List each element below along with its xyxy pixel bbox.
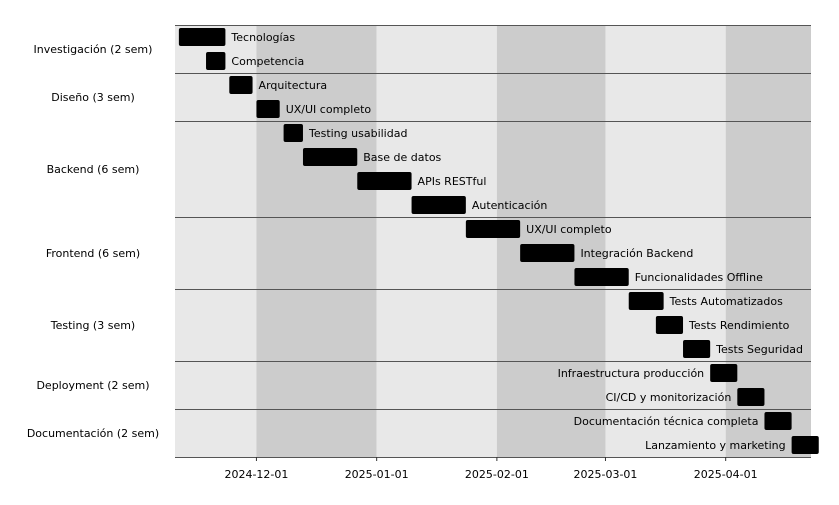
task-bar bbox=[791, 436, 819, 454]
phase-label: Deployment (2 sem) bbox=[36, 379, 149, 392]
phase-label: Testing (3 sem) bbox=[50, 319, 135, 332]
month-bands bbox=[175, 25, 811, 457]
phase-label: Frontend (6 sem) bbox=[46, 247, 140, 260]
task-label: Competencia bbox=[231, 55, 304, 68]
task-label: Tests Seguridad bbox=[715, 343, 803, 356]
task-label: Base de datos bbox=[363, 151, 441, 164]
task-label: UX/UI completo bbox=[526, 223, 612, 236]
task-bars bbox=[178, 28, 819, 454]
month-band bbox=[256, 25, 377, 457]
month-band bbox=[175, 25, 257, 457]
task-bar bbox=[737, 388, 765, 406]
phase-label: Documentación (2 sem) bbox=[27, 427, 159, 440]
month-band bbox=[376, 25, 497, 457]
task-label: Infraestructura producción bbox=[558, 367, 705, 380]
task-bar bbox=[206, 52, 226, 70]
month-band bbox=[496, 25, 606, 457]
x-axis: 2024-12-01 2025-01-01 2025-02-01 2025-03-01… bbox=[224, 457, 758, 481]
task-label: Documentación técnica completa bbox=[574, 415, 759, 428]
task-label: CI/CD y monitorización bbox=[606, 391, 732, 404]
task-bar bbox=[710, 364, 738, 382]
task-bar bbox=[764, 412, 792, 430]
task-bar bbox=[628, 292, 664, 310]
x-tick-label: 2025-04-01 bbox=[694, 468, 758, 481]
task-bar bbox=[357, 172, 412, 190]
x-tick-label: 2025-01-01 bbox=[345, 468, 409, 481]
task-bar bbox=[178, 28, 226, 46]
task-bar bbox=[302, 148, 358, 166]
phase-labels: Investigación (2 sem) Diseño (3 sem) Backe… bbox=[27, 43, 159, 440]
task-label: Lanzamiento y marketing bbox=[645, 439, 785, 452]
month-band bbox=[725, 25, 811, 457]
task-label: Tests Rendimiento bbox=[688, 319, 790, 332]
task-bar bbox=[520, 244, 575, 262]
phase-label: Backend (6 sem) bbox=[47, 163, 140, 176]
x-tick-label: 2024-12-01 bbox=[224, 468, 288, 481]
phase-label: Investigación (2 sem) bbox=[34, 43, 153, 56]
task-bar bbox=[411, 196, 466, 214]
task-bar bbox=[683, 340, 711, 358]
task-bar bbox=[655, 316, 684, 334]
task-label: Integración Backend bbox=[580, 247, 693, 260]
task-label: Tecnologías bbox=[230, 31, 295, 44]
task-label: UX/UI completo bbox=[286, 103, 372, 116]
x-tick-label: 2025-03-01 bbox=[573, 468, 637, 481]
task-label: Autenticación bbox=[472, 199, 548, 212]
task-labels: Tecnologías Competencia Arquitectura UX/UI … bbox=[230, 31, 803, 452]
x-tick-label: 2025-02-01 bbox=[465, 468, 529, 481]
task-label: Arquitectura bbox=[259, 79, 328, 92]
phase-label: Diseño (3 sem) bbox=[51, 91, 135, 104]
task-bar bbox=[229, 76, 253, 94]
task-bar bbox=[256, 100, 280, 118]
task-label: APIs RESTful bbox=[418, 175, 487, 188]
month-band bbox=[605, 25, 726, 457]
task-label: Tests Automatizados bbox=[669, 295, 783, 308]
task-bar bbox=[283, 124, 303, 142]
task-bar bbox=[465, 220, 521, 238]
task-label: Testing usabilidad bbox=[308, 127, 407, 140]
task-label: Funcionalidades Offline bbox=[635, 271, 763, 284]
phase-separators bbox=[175, 25, 811, 458]
task-bar bbox=[574, 268, 629, 286]
